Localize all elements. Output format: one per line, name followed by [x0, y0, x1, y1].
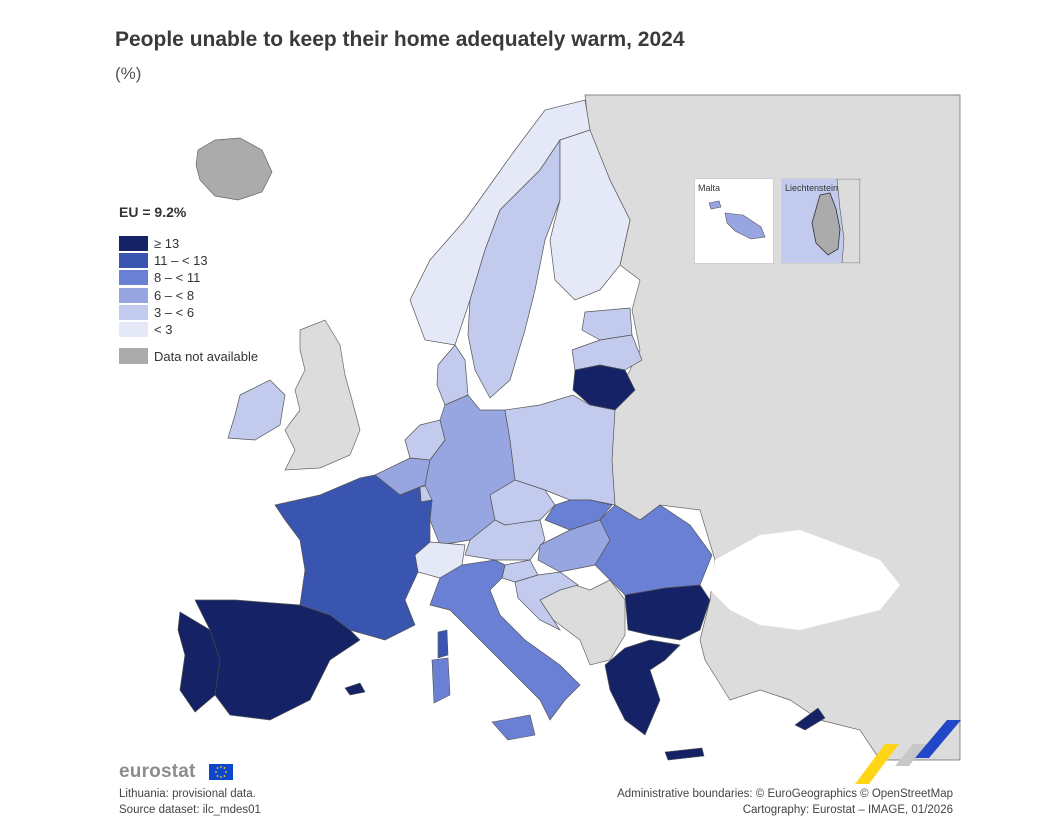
- country-romania: [594, 504, 713, 596]
- malta-shape: [708, 200, 766, 240]
- country-greece-crete: [664, 747, 705, 761]
- legend-item: ≥ 13: [119, 235, 208, 252]
- legend: ≥ 13 11 – < 13 8 – < 11 6 – < 8 3 – < 6 …: [119, 235, 208, 338]
- legend-item: 3 – < 6: [119, 304, 208, 321]
- provisional-note: Lithuania: provisional data.: [119, 788, 256, 800]
- eurostat-logo: eurostat: [119, 761, 196, 782]
- legend-item: 11 – < 13: [119, 252, 208, 269]
- legend-item: < 3: [119, 321, 208, 338]
- legend-swatch: [119, 287, 148, 303]
- country-croatia: [514, 571, 579, 631]
- source-dataset: Source dataset: ilc_mdes01: [119, 804, 261, 816]
- country-denmark: [436, 344, 469, 406]
- country-france-corsica: [437, 629, 449, 659]
- map-subtitle: (%): [115, 64, 142, 83]
- legend-label: 11 – < 13: [154, 253, 208, 269]
- country-bulgaria: [624, 584, 711, 641]
- eu-flag-icon: [209, 764, 233, 780]
- legend-item: 8 – < 11: [119, 269, 208, 286]
- legend-swatch: [119, 236, 148, 252]
- country-portugal: [177, 611, 221, 713]
- legend-swatch: [119, 270, 148, 286]
- legend-label-na: Data not available: [154, 348, 259, 364]
- inset-malta-label: Malta: [698, 183, 721, 193]
- non-eu-land-balkans: [529, 579, 626, 666]
- country-italy-sardinia: [431, 657, 451, 704]
- country-austria: [464, 519, 546, 561]
- legend-not-available: Data not available: [119, 348, 258, 364]
- country-italy: [429, 559, 581, 721]
- country-cyprus: [794, 707, 826, 731]
- country-estonia: [581, 307, 633, 341]
- legend-label: < 3: [154, 322, 173, 338]
- country-lithuania: [572, 364, 636, 411]
- map-title: People unable to keep their home adequat…: [115, 28, 685, 51]
- legend-swatch: [119, 304, 148, 320]
- legend-label: ≥ 13: [154, 236, 180, 252]
- country-iceland: [195, 137, 273, 201]
- country-france: [274, 474, 433, 641]
- legend-swatch-na: [119, 348, 148, 364]
- inset-malta: Malta: [694, 178, 774, 264]
- country-ireland: [227, 379, 286, 441]
- legend-label: 8 – < 11: [154, 270, 201, 286]
- liechtenstein-shape: [811, 179, 860, 263]
- credit-cartography: Cartography: Eurostat – IMAGE, 01/2026: [742, 804, 953, 816]
- legend-swatch: [119, 253, 148, 269]
- credit-boundaries: Administrative boundaries: © EuroGeograp…: [617, 788, 953, 800]
- legend-swatch: [119, 322, 148, 338]
- black-sea: [710, 530, 900, 630]
- inset-liechtenstein-label: Liechtenstein: [785, 183, 839, 193]
- country-italy-sicily: [491, 714, 536, 741]
- country-greece: [604, 639, 681, 736]
- non-eu-land-uk: [284, 319, 361, 471]
- legend-label: 3 – < 6: [154, 304, 195, 320]
- inset-liechtenstein: Liechtenstein: [781, 178, 861, 264]
- legend-label: 6 – < 8: [154, 287, 195, 303]
- eurostat-corner-logo-icon: [855, 720, 961, 784]
- country-finland: [549, 129, 631, 301]
- eu-average: EU = 9.2%: [119, 204, 187, 220]
- legend-item: 6 – < 8: [119, 287, 208, 304]
- country-spain-balearics: [344, 682, 366, 696]
- country-sweden: [467, 138, 561, 399]
- country-latvia: [571, 334, 643, 371]
